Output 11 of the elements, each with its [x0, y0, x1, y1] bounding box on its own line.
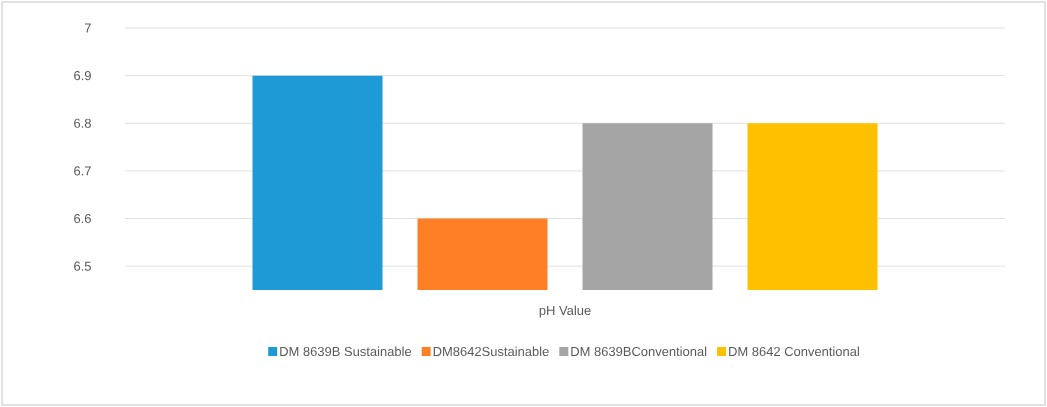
- y-tick-label: 6.5: [74, 261, 91, 271]
- legend-label: DM 8642 Conventional: [729, 346, 859, 357]
- y-tick-label: 6.7: [74, 166, 91, 176]
- y-tick-label: 6.8: [74, 118, 91, 128]
- y-tick-label: 6.6: [74, 213, 91, 224]
- legend-label: DM 8639BConventional: [571, 346, 707, 357]
- y-tick-label: 6.9: [74, 71, 91, 81]
- y-tick-label: 7: [84, 23, 91, 33]
- x-tick-label: pH Value: [539, 305, 591, 318]
- legend-label: DM 8639B Sustainable: [280, 346, 412, 357]
- legend-label: DM8642Sustainable: [433, 346, 549, 357]
